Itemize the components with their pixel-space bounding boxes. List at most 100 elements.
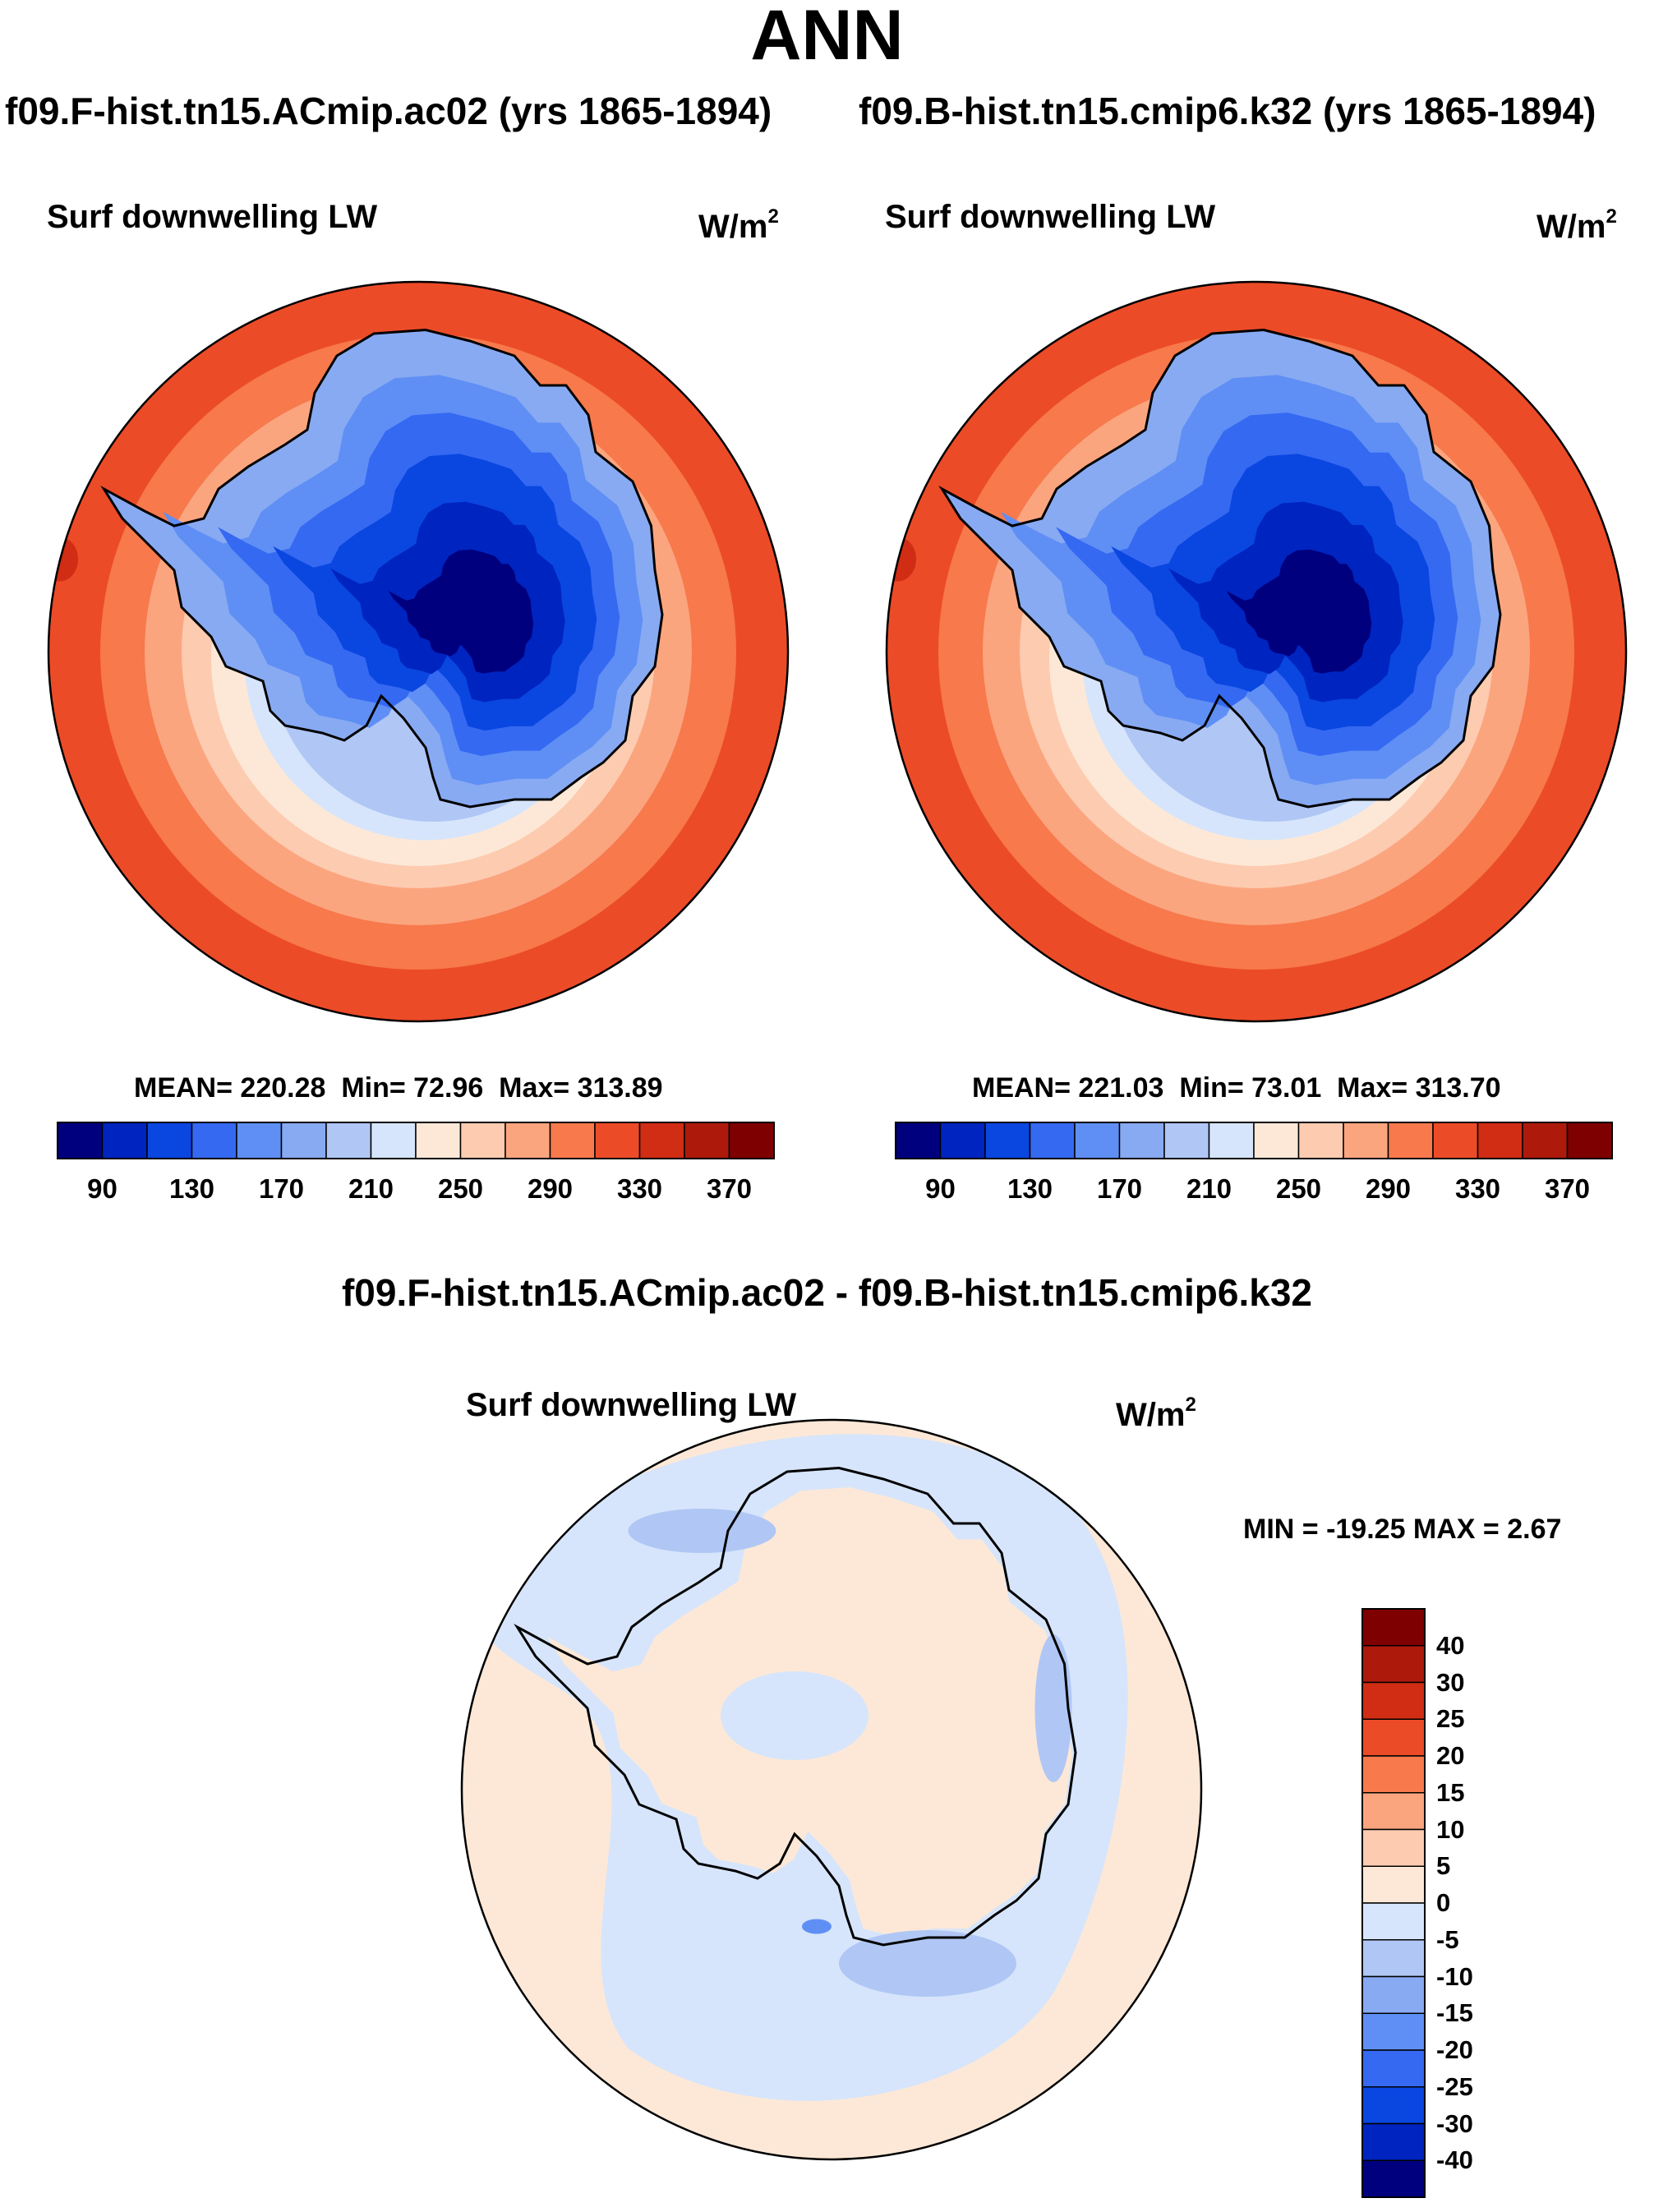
colorbar-a-swatch: [415, 1122, 462, 1159]
colorbar-c-tick-label: -30: [1436, 2108, 1473, 2138]
colorbar-c-tick-label: 25: [1436, 1704, 1465, 1734]
colorbar-a-swatch: [57, 1122, 104, 1159]
colorbar-a-tick-label: 210: [348, 1173, 394, 1204]
colorbar-b-frame: [895, 1122, 1613, 1159]
map-a-border: [47, 280, 790, 1023]
colorbar-a-swatch: [146, 1122, 193, 1159]
colorbar-c-swatch: [1361, 1608, 1426, 1647]
colorbar-b-swatch: [1566, 1122, 1613, 1159]
colorbar-b-swatch: [1387, 1122, 1434, 1159]
colorbar-c-swatch: [1361, 1792, 1426, 1831]
colorbar-b-swatch: [1477, 1122, 1523, 1159]
colorbar-c-swatch: [1361, 1975, 1426, 2014]
colorbar-a-swatch: [594, 1122, 641, 1159]
colorbar-c-tick-label: 0: [1436, 1888, 1451, 1917]
colorbar-c-swatch: [1361, 2086, 1426, 2125]
south-georgia-island: [979, 341, 986, 348]
colorbar-a-tick-label: 290: [527, 1173, 574, 1204]
diff-patch-east: [1034, 1634, 1072, 1782]
colorbar-a-frame: [57, 1122, 775, 1159]
antarctic-coastline: [514, 1466, 1077, 1947]
colorbar-a-tick-label: 130: [168, 1173, 215, 1204]
colorbar-c-tick-label: 40: [1436, 1630, 1465, 1660]
colorbar-a-swatch: [280, 1122, 327, 1159]
colorbar-a-tick-label: 330: [616, 1173, 663, 1204]
colorbar-a-tick-label: 90: [87, 1173, 117, 1204]
panel-c-minmax: MIN = -19.25 MAX = 2.67: [1243, 1514, 1562, 1545]
colorbar-c-swatch: [1361, 1865, 1426, 1904]
map-panel-a: [48, 282, 788, 1021]
colorbar-c-swatch: [1361, 1939, 1426, 1978]
case-a-heading: f09.F-hist.tn15.ACmip.ac02 (yrs 1865-189…: [5, 90, 772, 132]
colorbar-a-swatch: [504, 1122, 551, 1159]
colorbar-b-swatch: [984, 1122, 1031, 1159]
colorbar-b-tick-label: 210: [1186, 1173, 1232, 1204]
colorbar-c-tick-label: -25: [1436, 2071, 1473, 2101]
colorbar-b-tick-label: 290: [1365, 1173, 1412, 1204]
continent-shell-5: [1226, 549, 1372, 674]
colorbar-c-tick-label: 15: [1436, 1777, 1465, 1807]
colorbar-a-swatch: [370, 1122, 417, 1159]
colorbar-b-tick-label: 250: [1275, 1173, 1322, 1204]
colorbar-a-swatch: [236, 1122, 283, 1159]
map-b-border: [885, 280, 1628, 1023]
colorbar-c-tick-label: -10: [1436, 1961, 1473, 1991]
colorbar-a-swatch: [325, 1122, 372, 1159]
colorbar-b-swatch: [1432, 1122, 1479, 1159]
colorbar-c-swatch: [1361, 2122, 1426, 2161]
colorbar-c-swatch: [1361, 1718, 1426, 1757]
south-georgia-island: [555, 1479, 561, 1486]
panel-b-units: W/m2: [1537, 205, 1617, 245]
map-panel-c: [462, 1420, 1201, 2159]
colorbar-b-swatch: [1118, 1122, 1165, 1159]
colorbar-c-tick-label: -40: [1436, 2145, 1473, 2175]
colorbar-c-swatch: [1361, 1681, 1426, 1720]
colorbar-b-tick-label: 90: [925, 1173, 956, 1204]
antarctic-coastline: [938, 328, 1502, 809]
colorbar-a-swatch: [459, 1122, 506, 1159]
colorbar-b-swatch: [1163, 1122, 1210, 1159]
panel-a-stats: MEAN= 220.28 Min= 72.96 Max= 313.89: [134, 1072, 663, 1104]
continent-shell-5: [388, 549, 534, 674]
antarctic-coastline: [100, 328, 664, 809]
colorbar-b-tick-label: 370: [1544, 1173, 1591, 1204]
colorbar-a-swatch: [728, 1122, 775, 1159]
colorbar-c-swatch: [1361, 1645, 1426, 1684]
colorbar-a-swatch: [101, 1122, 148, 1159]
colorbar-a-tick-label: 250: [437, 1173, 484, 1204]
colorbar-c-swatch: [1361, 1828, 1426, 1867]
colorbar-a-swatch: [638, 1122, 685, 1159]
colorbar-c-tick-label: 10: [1436, 1814, 1465, 1844]
colorbar-c-tick-label: 20: [1436, 1741, 1465, 1770]
colorbar-b-swatch: [1297, 1122, 1344, 1159]
map-c-border: [460, 1418, 1203, 2161]
figure-title: ANN: [750, 0, 904, 75]
diff-patch-weddell: [628, 1509, 776, 1553]
panel-b-field-label: Surf downwelling LW: [885, 199, 1216, 235]
colorbar-c-swatch: [1361, 2012, 1426, 2051]
colorbar-a-swatch: [549, 1122, 596, 1159]
colorbar-b-swatch: [1029, 1122, 1076, 1159]
colorbar-c-tick-label: 30: [1436, 1667, 1465, 1697]
colorbar-c-swatch: [1361, 2159, 1426, 2198]
colorbar-c-frame: [1361, 1608, 1426, 2198]
colorbar-a-tick-label: 370: [706, 1173, 753, 1204]
colorbar-c-tick-label: -20: [1436, 2035, 1473, 2064]
panel-b-stats: MEAN= 221.03 Min= 73.01 Max= 313.70: [972, 1072, 1501, 1104]
colorbar-a-swatch: [684, 1122, 730, 1159]
diff-patch-strong: [802, 1919, 832, 1934]
panel-a-field-label: Surf downwelling LW: [47, 199, 378, 235]
south-georgia-island: [141, 341, 148, 348]
colorbar-b-swatch: [1253, 1122, 1300, 1159]
colorbar-b-swatch: [1343, 1122, 1389, 1159]
diff-patch-interior: [721, 1671, 868, 1760]
colorbar-c-tick-label: -5: [1436, 1924, 1459, 1954]
diff-patch-ross-sea: [839, 1930, 1016, 1997]
case-b-heading: f09.B-hist.tn15.cmip6.k32 (yrs 1865-1894…: [859, 90, 1596, 132]
colorbar-a-swatch: [191, 1122, 237, 1159]
panel-c-field-label: Surf downwelling LW: [466, 1387, 797, 1423]
panel-a-units: W/m2: [698, 205, 779, 245]
colorbar-b-swatch: [895, 1122, 942, 1159]
colorbar-c-swatch: [1361, 1755, 1426, 1794]
colorbar-c-tick-label: -15: [1436, 1998, 1473, 2028]
